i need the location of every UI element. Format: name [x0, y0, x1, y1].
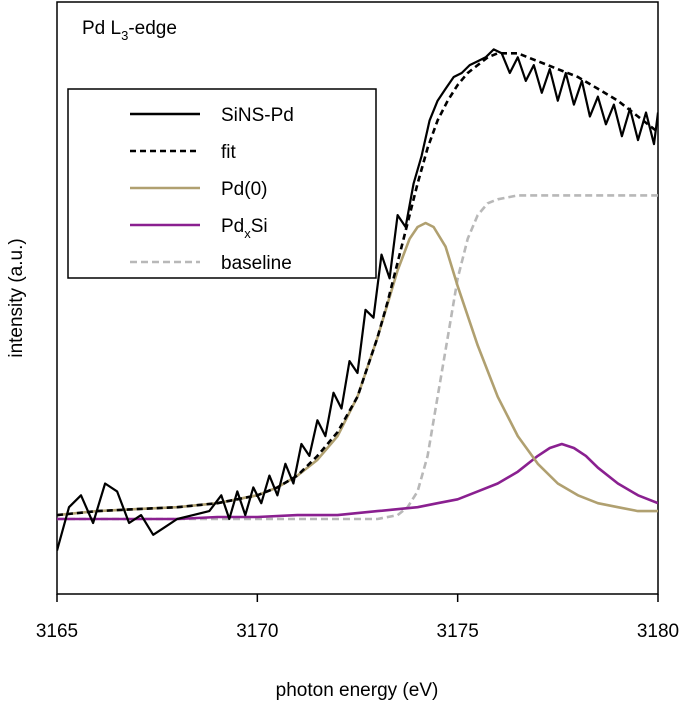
series-pd0-line — [57, 221, 658, 517]
legend: SiNS-Pd fit Pd(0) PdxSi baseline — [67, 88, 377, 279]
series-pdxsi-line — [57, 442, 658, 521]
series-fit-line — [57, 51, 658, 517]
series-layer — [57, 48, 658, 551]
series-baseline-line — [57, 194, 658, 521]
chart-title: Pd L3-edge — [82, 18, 177, 43]
legend-label-pd0: Pd(0) — [221, 179, 267, 200]
series-sins-line — [57, 48, 658, 551]
x-tick-label-3170: 3170 — [236, 621, 278, 642]
x-axis-label: photon energy (eV) — [276, 680, 439, 701]
x-axis: 3165 3170 3175 3180 — [36, 594, 679, 642]
legend-label-pdxsi: PdxSi — [221, 216, 268, 241]
legend-label-sins: SiNS-Pd — [221, 105, 294, 126]
plot-frame — [56, 1, 659, 595]
x-tick-label-3175: 3175 — [437, 621, 479, 642]
x-tick-label-3165: 3165 — [36, 621, 78, 642]
legend-label-fit: fit — [221, 142, 237, 163]
legend-box — [67, 88, 377, 279]
y-axis-label: intensity (a.u.) — [6, 238, 27, 357]
legend-label-baseline: baseline — [221, 253, 292, 274]
x-tick-label-3180: 3180 — [637, 621, 679, 642]
